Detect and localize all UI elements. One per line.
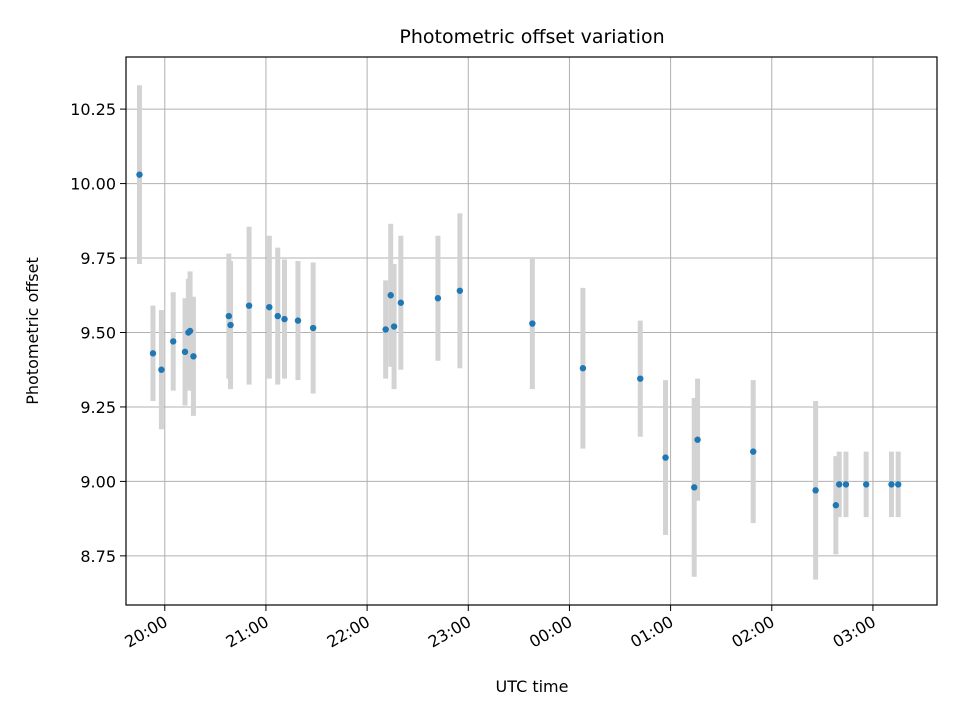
- data-point: [225, 312, 233, 320]
- y-tick-label: 9.25: [80, 398, 116, 417]
- data-point: [382, 326, 389, 333]
- y-tick-label: 10.25: [70, 100, 116, 119]
- y-tick-label: 9.50: [80, 323, 116, 342]
- data-point: [637, 375, 644, 382]
- y-axis: 8.75 9.00 9.25 9.50 9.75 10.00 10.25: [70, 100, 126, 566]
- data-point: [149, 350, 157, 357]
- data-point: [170, 338, 177, 345]
- data-point: [836, 481, 843, 488]
- y-tick-label: 8.75: [80, 547, 116, 566]
- x-axis-label: UTC time: [496, 677, 569, 696]
- y-tick-label: 9.75: [80, 249, 116, 268]
- data-point: [136, 171, 143, 178]
- y-axis-label: Photometric offset: [23, 257, 42, 405]
- data-point: [158, 366, 165, 373]
- data-point: [832, 502, 840, 509]
- data-point: [227, 321, 234, 329]
- data-point: [529, 320, 536, 327]
- data-point: [434, 295, 442, 302]
- data-points: [136, 171, 902, 509]
- data-point: [888, 481, 895, 488]
- data-point: [579, 365, 587, 372]
- y-tick-label: 10.00: [70, 175, 116, 194]
- data-point: [309, 324, 317, 332]
- data-point: [294, 317, 302, 324]
- data-point: [190, 353, 197, 360]
- data-point: [750, 448, 757, 455]
- data-point: [895, 481, 902, 488]
- data-point: [862, 481, 870, 488]
- data-point: [186, 327, 194, 335]
- data-point: [397, 299, 405, 306]
- data-point: [390, 323, 398, 330]
- data-point: [281, 315, 288, 323]
- data-point: [812, 487, 819, 494]
- data-point: [694, 436, 701, 443]
- data-point: [842, 481, 850, 488]
- chart-title: Photometric offset variation: [399, 26, 664, 48]
- data-point: [662, 454, 669, 461]
- y-tick-label: 9.00: [80, 472, 116, 491]
- data-point: [274, 312, 281, 320]
- data-point: [691, 484, 698, 491]
- data-point: [456, 287, 464, 294]
- data-point: [387, 292, 394, 299]
- data-point: [245, 302, 253, 309]
- plot-frame: [125, 56, 938, 606]
- data-point: [266, 303, 273, 311]
- data-point: [181, 348, 189, 356]
